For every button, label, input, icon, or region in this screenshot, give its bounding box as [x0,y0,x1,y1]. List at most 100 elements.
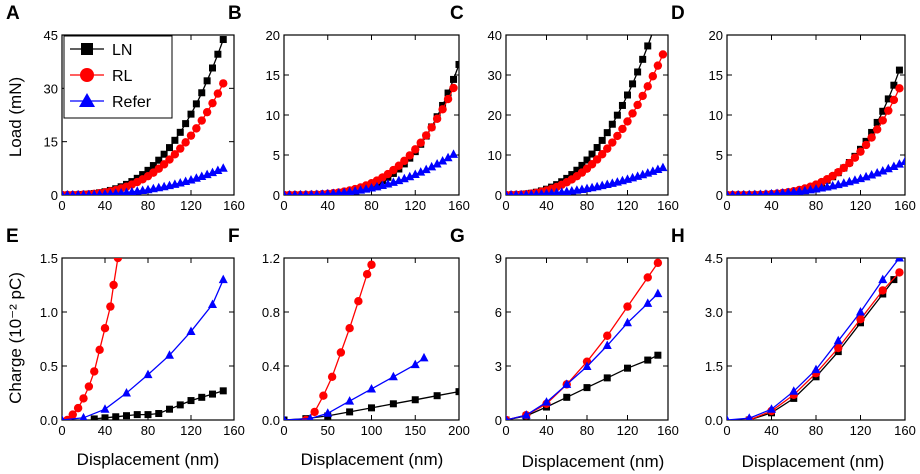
panel-d-point-rl [872,125,882,134]
panel-d-point-rl [839,163,849,173]
panel-c-point-rl [653,61,663,70]
panel-f-data [284,260,459,420]
panel-c-point-ln [644,42,652,50]
panel-g-ytick-label: 9 [495,251,502,266]
panel-b-xtick-label: 0 [280,198,287,213]
panel-d-point-ln [895,66,903,74]
panel-f-point-rl [336,348,346,357]
panel-g-line-refer [506,293,659,420]
panel-g-point-rl [623,302,632,311]
panel-a-point-refer [101,189,109,195]
panel-d-xtick-label: 80 [809,198,823,213]
panel-e-point-ln [219,387,227,395]
panel-f-point-ln [411,396,419,404]
panel-e-point-rl [68,410,77,419]
panel-e-point-refer [100,404,110,413]
panel-f-ytick-label: 0.0 [262,413,280,428]
panel-f-point-rl [345,324,354,333]
panel-a-xtick-label: 120 [180,198,202,213]
panel-c-ytick-label: 20 [488,108,502,123]
panel-b-point-refer [313,189,320,195]
panel-f-point-rl [327,372,337,381]
panel-c-point-rl [592,155,602,164]
panel-e-point-rl [73,403,83,413]
panel-c-point-rl [628,109,637,118]
panel-f-point-rl [354,297,363,306]
panel-d-point-refer [894,159,904,168]
panel-c-point-ln [639,55,647,63]
panel-d-ytick-label: 10 [709,108,723,123]
panel-e-point-refer [122,388,131,397]
panel-a-point-ln [203,77,211,85]
panel-f-point-refer [419,352,429,362]
panel-f-line-rl [305,264,373,420]
panel-d-point-rl [884,106,893,115]
panel-h-point-refer [833,335,843,345]
panel-g-point-rl [653,258,663,268]
panel-g-data [506,258,663,420]
panel-c-point-refer [523,189,530,195]
legend-label-refer: Refer [112,94,152,111]
panel-e-xtick-label: 120 [180,423,202,438]
panel-c-point-rl [597,150,607,159]
panel-h-xtick-label: 80 [809,423,823,438]
panel-g-point-refer [653,288,663,298]
panel-c-point-ln [588,150,596,158]
panel-b-point-refer [319,189,326,195]
panel-b-ytick-label: 20 [266,28,280,43]
panel-e-ytick-label: 1.5 [40,251,58,266]
panel-h-point-refer [727,415,730,420]
panel-a-point-refer [122,187,131,195]
panel-f-point-ln [455,388,459,396]
panel-c-point-ln [593,144,601,152]
panel-g-xtick-label: 80 [580,423,594,438]
panel-d-ytick-label: 5 [716,148,723,163]
legend-marker-refer [79,93,95,107]
panel-a-letter: A [6,3,20,24]
panel-a-xtick-label: 0 [58,198,65,213]
panel-e-point-ln [209,390,216,398]
panel-g-ytick-label: 3 [495,359,502,374]
panel-b-point-refer [416,167,426,176]
panel-b-point-refer [286,189,293,195]
panel-e-point-ln [144,411,152,419]
panel-f-point-rl [362,270,372,279]
panel-c-ytick-label: 10 [488,148,502,163]
panel-d-point-ln [868,128,876,136]
panel-e: E 0 40 80 120 160 0.0 0.5 1.0 1.5 [6,226,245,438]
panel-e-point-refer [208,299,217,308]
panel-c-letter: C [450,3,464,24]
panel-g-point-rl [643,273,652,282]
panel-g-point-refer [562,379,572,388]
panel-b-point-refer [410,169,420,178]
panel-h-point-refer [767,404,776,413]
panel-c-point-rl [643,82,652,91]
panel-a-point-rl [165,155,174,164]
panel-h-point-refer [789,386,799,395]
panel-a-point-ln [198,89,206,97]
panel-b-point-refer [303,189,309,195]
panel-c-point-rl [608,138,617,147]
panel-f-ytick-label: 0.8 [262,305,280,320]
panel-g-point-refer [623,317,632,327]
panel-a-point-refer [70,189,76,195]
panel-b-point-refer [292,189,298,195]
panel-e-point-ln [112,413,120,420]
panel-g-point-refer [506,415,509,420]
panel-f-point-ln [433,392,441,400]
panel-b-point-rl [421,131,431,140]
panel-d-point-ln [890,81,898,89]
panel-g-ytick-label: 6 [495,305,502,320]
panel-g-point-refer [643,298,653,307]
panel-c: C 0 40 80 120 160 0 10 20 30 40 [450,3,679,213]
panel-b-ytick-label: 15 [266,68,280,83]
panel-e-xtick-label: 80 [141,423,155,438]
panel-f-ytick-label: 0.4 [262,359,280,374]
panel-f-xtick-label: 0 [280,423,287,438]
panel-c-point-refer [528,189,535,195]
panel-h-point-rl [895,268,904,277]
panel-c-data [506,35,668,195]
panel-a-ytick-label: 45 [44,28,58,43]
panel-d-point-rl [850,153,860,162]
